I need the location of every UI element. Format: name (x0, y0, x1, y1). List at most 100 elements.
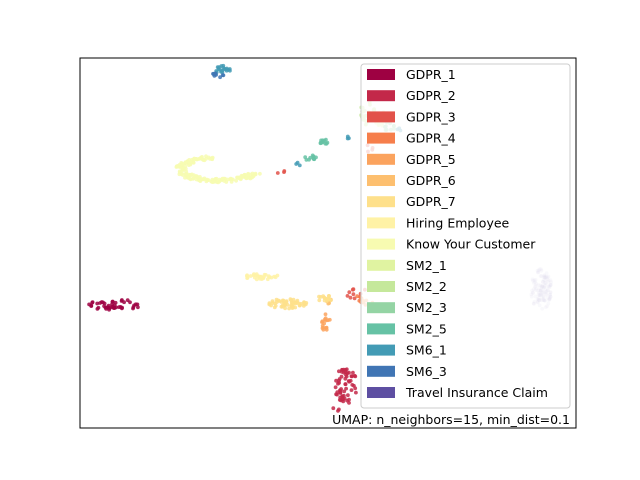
point-know-your-customer (186, 172, 191, 177)
point-gdpr-5 (327, 317, 332, 322)
point-gdpr-1 (135, 302, 140, 307)
point-hiring-employee (269, 275, 274, 280)
point-sm6-1 (294, 162, 299, 166)
point-know-your-customer (238, 177, 243, 182)
point-gdpr-1 (112, 303, 117, 307)
point-know-your-customer (206, 178, 211, 183)
series-sm6-3 (211, 71, 226, 80)
point-hiring-employee (252, 272, 256, 276)
legend-label-gdpr-6: GDPR_6 (406, 173, 456, 188)
point-gdpr-2 (351, 370, 355, 375)
point-gdpr-2 (334, 392, 338, 397)
point-gdpr-7 (291, 305, 295, 309)
point-gdpr-7 (280, 298, 285, 303)
point-gdpr-3 (352, 296, 357, 301)
legend-swatch-gdpr-1 (367, 69, 395, 80)
series-gdpr-1 (87, 298, 140, 312)
point-gdpr-1 (103, 305, 108, 310)
point-gdpr-1 (136, 305, 140, 310)
legend-swatch-sm2-5 (367, 323, 395, 335)
point-gdpr-2 (337, 378, 341, 383)
point-know-your-customer (224, 180, 229, 184)
legend-label-travel-insurance-claim: Travel Insurance Claim (405, 385, 548, 400)
point-gdpr-7 (317, 298, 322, 303)
point-sm2-5 (307, 157, 311, 162)
umap-parameters-annotation: UMAP: n_neighbors=15, min_dist=0.1 (332, 412, 570, 427)
point-sm6-1 (228, 68, 232, 73)
series-hiring-employee (245, 272, 280, 282)
legend-swatch-sm2-1 (367, 259, 395, 271)
point-hiring-employee (262, 275, 266, 279)
point-gdpr-2 (352, 373, 357, 378)
point-sm2-5 (312, 157, 317, 162)
legend-label-sm2-2: SM2_2 (406, 279, 447, 294)
point-hiring-employee (254, 272, 259, 277)
point-gdpr-3 (347, 290, 352, 295)
point-gdpr-1 (119, 299, 124, 303)
point-sm2-5 (323, 141, 328, 146)
point-gdpr-7 (295, 298, 300, 303)
point-know-your-customer (182, 166, 186, 171)
axes-frame (79, 57, 577, 429)
legend-label-sm6-3: SM6_3 (406, 364, 447, 379)
point-gdpr-2 (346, 379, 351, 383)
series-know-your-customer (174, 154, 262, 185)
point-gdpr-7 (301, 304, 306, 308)
point-gdpr-2 (350, 383, 355, 387)
legend-swatch-gdpr-7 (367, 196, 395, 208)
legend-swatch-sm2-2 (367, 281, 395, 292)
point-know-your-customer (220, 176, 225, 181)
legend-label-gdpr-7: GDPR_7 (406, 194, 456, 209)
legend-swatch-sm2-3 (367, 302, 395, 314)
point-gdpr-2 (342, 370, 346, 375)
legend-swatch-gdpr-3 (367, 111, 395, 123)
point-sm6-1 (297, 163, 302, 168)
point-gdpr-2 (337, 407, 341, 412)
legend-swatch-travel-insurance-claim (367, 387, 395, 398)
point-gdpr-2 (349, 388, 354, 392)
legend-label-gdpr-5: GDPR_5 (406, 152, 456, 167)
point-gdpr-2 (343, 376, 348, 381)
point-know-your-customer (210, 180, 215, 185)
point-know-your-customer (176, 164, 181, 169)
point-gdpr-5 (324, 327, 329, 332)
point-sm2-5 (322, 138, 327, 143)
point-gdpr-2 (343, 382, 348, 386)
point-gdpr-2 (337, 369, 341, 374)
point-know-your-customer (210, 157, 215, 162)
point-gdpr-7 (288, 297, 293, 302)
point-hiring-employee (258, 275, 262, 279)
point-know-your-customer (199, 155, 203, 160)
point-hiring-employee (245, 276, 250, 280)
point-sm6-3 (212, 71, 217, 76)
point-gdpr-7 (302, 300, 306, 305)
point-know-your-customer (202, 158, 207, 163)
point-gdpr-2 (337, 398, 342, 402)
point-gdpr-1 (109, 305, 114, 310)
point-gdpr-1 (95, 301, 100, 306)
point-gdpr-4 (355, 294, 360, 299)
point-know-your-customer (229, 180, 234, 184)
point-know-your-customer (234, 178, 239, 183)
legend-label-hiring-employee: Hiring Employee (406, 215, 510, 230)
point-gdpr-1 (110, 300, 115, 304)
point-gdpr-2 (339, 374, 344, 379)
legend-label-gdpr-3: GDPR_3 (406, 109, 456, 124)
legend: GDPR_1 GDPR_2 GDPR_3 GDPR_4 GDPR_5 GDPR_6 GDPR… (360, 63, 571, 409)
point-know-your-customer (214, 176, 219, 181)
point-gdpr-7 (283, 302, 287, 306)
legend-box (360, 63, 571, 409)
point-sm6-1 (221, 65, 226, 70)
legend-label-sm6-1: SM6_1 (406, 343, 447, 358)
point-know-your-customer (189, 161, 193, 166)
point-gdpr-3 (282, 169, 287, 173)
legend-label-gdpr-4: GDPR_4 (406, 131, 456, 146)
legend-swatch-hiring-employee (367, 217, 395, 229)
point-gdpr-5 (323, 316, 328, 321)
point-sm2-5 (310, 153, 315, 158)
point-gdpr-1 (128, 300, 132, 305)
legend-swatch-sm6-1 (367, 344, 395, 356)
point-gdpr-3 (350, 287, 355, 292)
point-know-your-customer (190, 172, 194, 177)
point-know-your-customer (191, 160, 196, 165)
